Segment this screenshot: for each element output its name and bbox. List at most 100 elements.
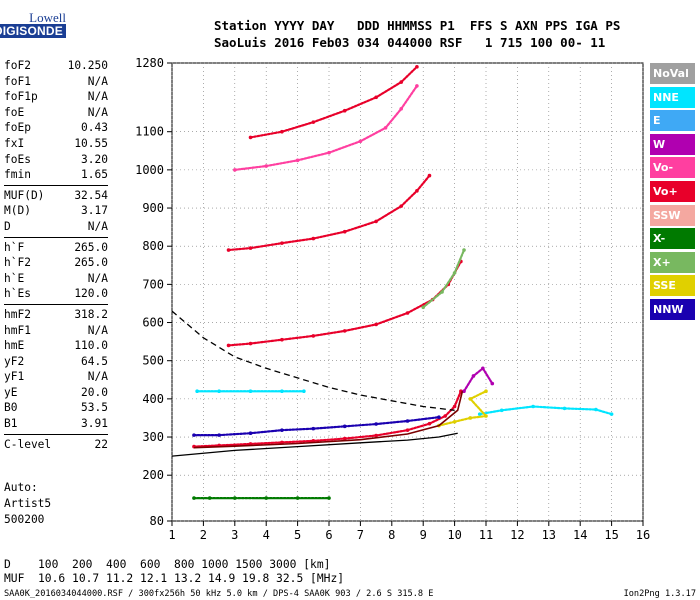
x-tick-label: 15	[604, 528, 618, 542]
parameter-value: 3.91	[81, 417, 108, 431]
parameter-value: 265.0	[74, 256, 108, 270]
echo-trace-segment	[227, 342, 252, 347]
parameter-row: hmE 110.0	[4, 338, 108, 354]
echo-trace-segment	[453, 390, 462, 408]
echo-trace-segment	[343, 422, 378, 428]
parameter-name: fmin	[4, 168, 31, 182]
y-tick-label: 1100	[135, 125, 164, 139]
parameter-row: h`Es 120.0	[4, 286, 108, 302]
auto-label: Auto:	[4, 481, 38, 494]
parameter-row: fxI 10.55	[4, 136, 108, 152]
parameter-row: yF2 64.5	[4, 354, 108, 370]
parameter-name: B1	[4, 417, 18, 431]
y-tick-label: 700	[142, 277, 164, 291]
parameter-value: 22	[94, 437, 108, 451]
echo-trace-segment	[375, 80, 403, 99]
parameter-separator	[4, 433, 108, 435]
x-tick-label: 14	[573, 528, 587, 542]
parameter-name: M(D)	[4, 204, 31, 218]
parameter-value: N/A	[87, 271, 108, 285]
parameter-value: N/A	[87, 105, 108, 119]
parameter-row: h`F2 265.0	[4, 255, 108, 271]
parameter-name: hmE	[4, 339, 25, 353]
parameter-value: 53.5	[81, 401, 108, 415]
echo-trace-segment	[594, 408, 613, 416]
echo-trace-segment	[218, 432, 252, 437]
legend-item-ssw: SSW	[650, 204, 695, 226]
y-tick-label: 1280	[135, 56, 164, 70]
echo-trace-segment	[343, 434, 378, 440]
y-tick-label: 900	[142, 201, 164, 215]
echo-trace-segment	[249, 338, 283, 345]
parameter-name: fxI	[4, 136, 25, 150]
echo-trace-segment	[531, 405, 566, 410]
profile-curve	[193, 391, 464, 449]
scaled-parameters-panel: foF2 10.250 foF1 N/A foF1p N/A foE N/A foEp 0.43 f…	[4, 58, 108, 452]
parameter-name: foF1	[4, 74, 31, 88]
parameter-row: B0 53.5	[4, 400, 108, 416]
echo-trace-segment	[359, 126, 387, 143]
parameter-name: hmF1	[4, 323, 31, 337]
echo-point	[302, 389, 306, 394]
echo-point	[609, 412, 614, 416]
echo-trace-segment	[462, 374, 475, 393]
x-tick-label: 10	[447, 528, 461, 542]
x-tick-label: 6	[325, 528, 332, 542]
parameter-name: foEs	[4, 152, 31, 166]
footer-distance-row: D 100 200 400 600 800 1000 1500 3000 [km…	[4, 558, 331, 571]
parameter-value: 10.55	[74, 136, 108, 150]
echo-trace-segment	[563, 407, 598, 411]
parameter-name: h`F2	[4, 256, 31, 270]
parameter-name: yE	[4, 385, 18, 399]
legend-item-noval: NoVal	[650, 63, 695, 84]
echo-point	[462, 248, 466, 252]
echo-trace-segment	[327, 140, 362, 154]
parameter-value: 3.17	[81, 204, 108, 218]
echo-trace-segment	[440, 271, 456, 294]
echo-trace-segment	[312, 425, 346, 430]
y-tick-label: 400	[142, 392, 164, 406]
echo-trace-segment	[384, 107, 403, 129]
profile-curve	[171, 432, 458, 457]
parameter-row: D N/A	[4, 219, 108, 235]
legend-item-voplus: Vo+	[650, 180, 695, 202]
parameter-row: yF1 N/A	[4, 369, 108, 385]
parameter-name: foF1p	[4, 90, 38, 104]
echo-trace-segment	[249, 429, 283, 435]
echo-trace-segment	[218, 442, 252, 447]
parameter-row: hmF2 318.2	[4, 307, 108, 323]
legend-item-e: E	[650, 110, 695, 132]
y-tick-label: 600	[142, 316, 164, 330]
x-tick-label: 9	[420, 528, 427, 542]
y-tick-label: 200	[142, 468, 164, 482]
x-tick-label: 3	[231, 528, 238, 542]
echo-trace-segment	[312, 437, 346, 442]
parameter-value: 32.54	[74, 188, 108, 202]
echo-trace-segment	[437, 420, 456, 427]
echo-point	[327, 496, 331, 500]
parameter-value: 110.0	[74, 339, 108, 353]
echo-trace-segment	[280, 237, 315, 245]
parameter-value: 0.43	[81, 121, 108, 135]
parameter-value: N/A	[87, 74, 108, 88]
echo-point	[490, 381, 495, 386]
parameter-value: 318.2	[74, 307, 108, 321]
parameter-name: h`F	[4, 240, 25, 254]
echo-trace-segment	[312, 230, 346, 240]
echo-trace-segment	[192, 444, 221, 448]
x-tick-label: 2	[200, 528, 207, 542]
parameter-row: fmin 1.65	[4, 167, 108, 183]
parameter-row: MUF(D) 32.54	[4, 188, 108, 204]
parameter-row: foF2 10.250	[4, 58, 108, 74]
parameter-row: h`E N/A	[4, 271, 108, 287]
digisonde-logo: Lowell DIGISONDE	[0, 8, 66, 42]
echo-trace-segment	[406, 416, 440, 423]
x-tick-label: 8	[388, 528, 395, 542]
parameter-row: C-level 22	[4, 437, 108, 453]
echo-trace-segment	[469, 397, 488, 418]
echo-trace-segment	[500, 405, 535, 412]
parameter-name: h`Es	[4, 287, 31, 301]
x-tick-label: 16	[636, 528, 650, 542]
echo-trace-segment	[280, 121, 315, 133]
